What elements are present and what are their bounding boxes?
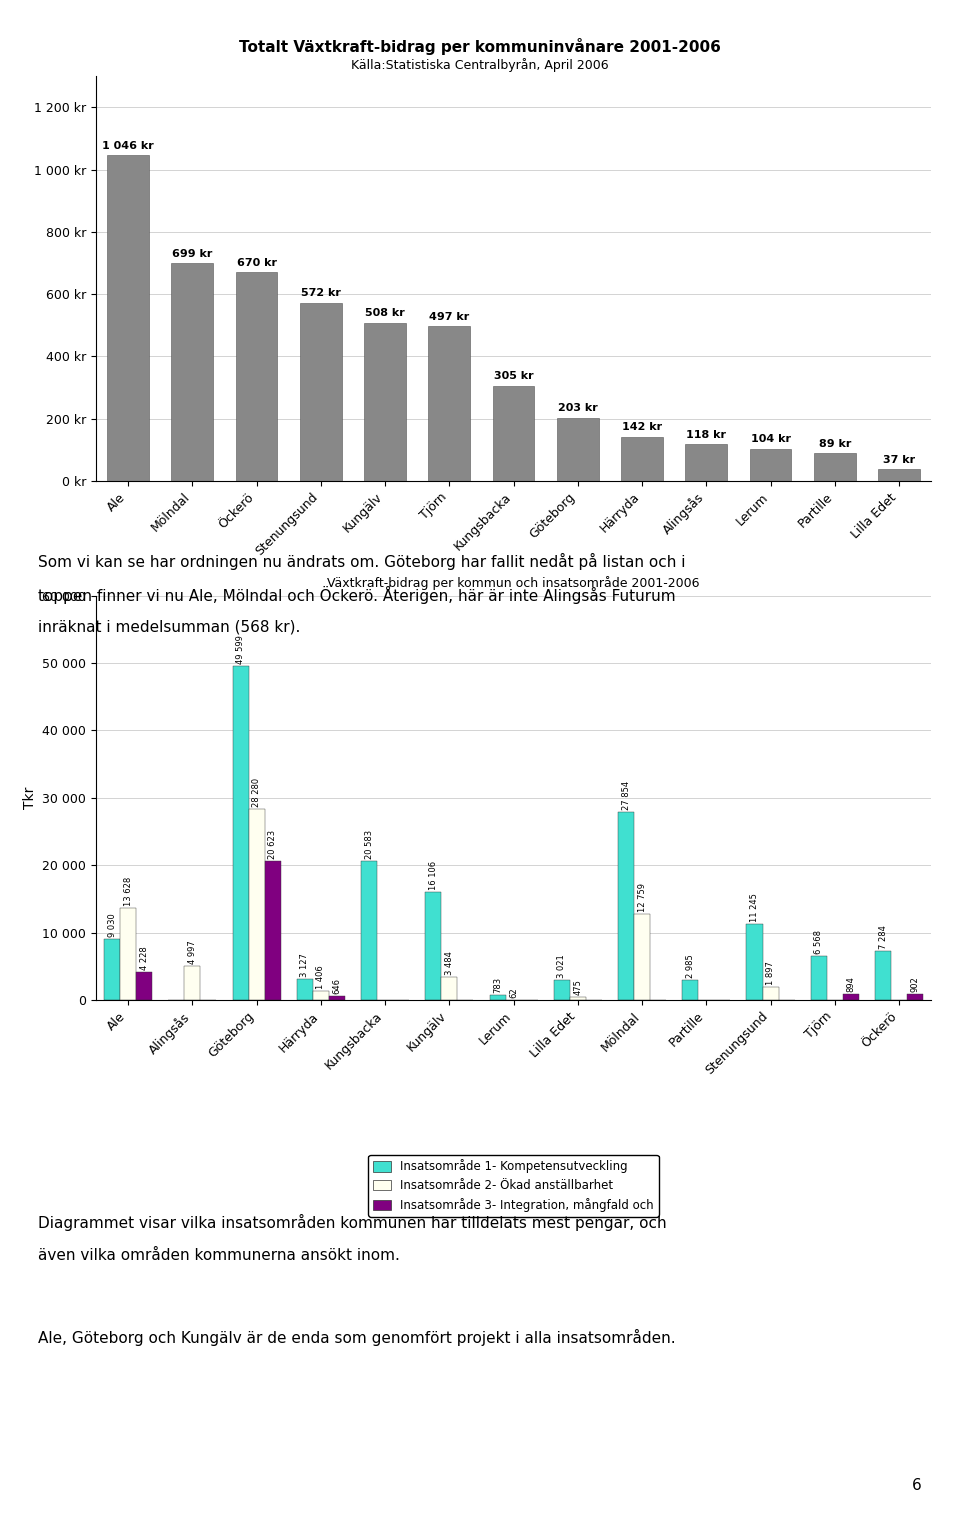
Bar (875, 951, 891, 1000)
Text: 7 284: 7 284 (878, 925, 887, 950)
Bar (618, 812, 634, 1000)
Text: 104 kr: 104 kr (751, 434, 791, 444)
Text: 2 985: 2 985 (685, 954, 695, 977)
Bar (265, 861, 280, 1000)
Bar (313, 991, 329, 1000)
Text: 4 997: 4 997 (188, 941, 197, 965)
Text: toppen finner vi nu Ale, Mölndal och Öckerö. Återigen, här är inte Alingsås Futu: toppen finner vi nu Ale, Mölndal och Öck… (38, 586, 676, 605)
Text: 9 030: 9 030 (108, 913, 116, 938)
Legend: Insatsområde 1- Kompetensutveckling, Insatsområde 2- Ökad anställbarhet, Insatso: Insatsområde 1- Kompetensutveckling, Ins… (369, 1154, 659, 1217)
Text: 6: 6 (912, 1478, 922, 1493)
Bar (184, 967, 201, 1000)
Bar (762, 988, 779, 1000)
Text: 6 568: 6 568 (814, 930, 824, 954)
Text: 3 021: 3 021 (558, 954, 566, 977)
Bar (249, 809, 265, 1000)
Title: Växtkraft-bidrag per kommun och insatsområde 2001-2006: Växtkraft-bidrag per kommun och insatsom… (327, 576, 700, 591)
Bar (747, 924, 762, 1000)
Bar (750, 449, 791, 481)
Bar (329, 996, 345, 1000)
Text: 4 228: 4 228 (140, 945, 149, 970)
Text: 16 106: 16 106 (429, 860, 438, 890)
Bar (814, 454, 855, 481)
Text: även vilka områden kommunerna ansökt inom.: även vilka områden kommunerna ansökt ino… (38, 1248, 400, 1263)
Bar (570, 997, 586, 1000)
Bar (811, 956, 827, 1000)
Text: 783: 783 (493, 977, 502, 993)
Text: 3 484: 3 484 (444, 951, 454, 974)
Text: inräknat i medelsumman (568 kr).: inräknat i medelsumman (568 kr). (38, 620, 300, 635)
Bar (907, 994, 924, 1000)
Bar (361, 861, 377, 1000)
Bar (554, 980, 570, 1000)
Bar (300, 302, 342, 481)
Text: 11 245: 11 245 (750, 893, 759, 922)
Text: 475: 475 (573, 979, 583, 996)
Text: 20 623: 20 623 (268, 831, 277, 860)
Text: 902: 902 (911, 976, 920, 993)
Bar (364, 322, 406, 481)
Text: 13 628: 13 628 (124, 876, 132, 906)
Text: 1 046 kr: 1 046 kr (103, 140, 154, 151)
Text: 203 kr: 203 kr (558, 403, 598, 414)
Text: 1 897: 1 897 (766, 962, 775, 985)
Text: 497 kr: 497 kr (429, 312, 469, 322)
Bar (297, 979, 313, 1000)
Text: 894: 894 (847, 976, 855, 993)
Text: 305 kr: 305 kr (493, 371, 534, 382)
Bar (108, 156, 149, 481)
Text: Totalt Växtkraft-bidrag per kommuninvånare 2001-2006: Totalt Växtkraft-bidrag per kommuninvåna… (239, 38, 721, 55)
Text: 508 kr: 508 kr (365, 308, 405, 318)
Bar (621, 437, 663, 481)
Bar (120, 909, 136, 1000)
Text: 118 kr: 118 kr (686, 429, 727, 440)
Bar (490, 996, 506, 1000)
Text: 142 kr: 142 kr (622, 421, 662, 432)
Bar (557, 418, 599, 481)
Bar (104, 939, 120, 1000)
Bar (634, 915, 650, 1000)
Text: 37 kr: 37 kr (883, 455, 915, 464)
Text: 572 kr: 572 kr (300, 289, 341, 298)
Text: 3 127: 3 127 (300, 953, 309, 977)
Bar (878, 469, 920, 481)
Bar (442, 977, 457, 1000)
Text: 62: 62 (509, 986, 518, 997)
Bar (172, 264, 213, 481)
Text: 1 406: 1 406 (317, 965, 325, 988)
Bar (685, 444, 728, 481)
Bar (136, 971, 153, 1000)
Text: 646: 646 (332, 977, 342, 994)
Text: 20 583: 20 583 (365, 831, 373, 860)
Bar (843, 994, 859, 1000)
Y-axis label: Tkr: Tkr (23, 786, 36, 809)
Bar (683, 980, 698, 1000)
Bar (236, 272, 277, 481)
Text: 89 kr: 89 kr (819, 438, 851, 449)
Text: Källa:Statistiska Centralbyrån, April 2006: Källa:Statistiska Centralbyrån, April 20… (351, 58, 609, 72)
Text: 28 280: 28 280 (252, 779, 261, 808)
Bar (492, 386, 535, 481)
Text: 49 599: 49 599 (236, 635, 245, 664)
Text: Diagrammet visar vilka insatsområden kommunen har tilldelats mest pengar, och: Diagrammet visar vilka insatsområden kom… (38, 1214, 667, 1231)
Bar (232, 666, 249, 1000)
Text: Ale, Göteborg och Kungälv är de enda som genomfört projekt i alla insatsområden.: Ale, Göteborg och Kungälv är de enda som… (38, 1328, 676, 1345)
Text: 27 854: 27 854 (621, 782, 631, 811)
Text: Som vi kan se har ordningen nu ändrats om. Göteborg har fallit nedåt på listan o: Som vi kan se har ordningen nu ändrats o… (38, 553, 685, 570)
Text: 699 kr: 699 kr (172, 249, 212, 258)
Bar (425, 892, 442, 1000)
Text: 670 kr: 670 kr (236, 258, 276, 267)
Text: 12 759: 12 759 (637, 883, 647, 912)
Bar (428, 327, 470, 481)
